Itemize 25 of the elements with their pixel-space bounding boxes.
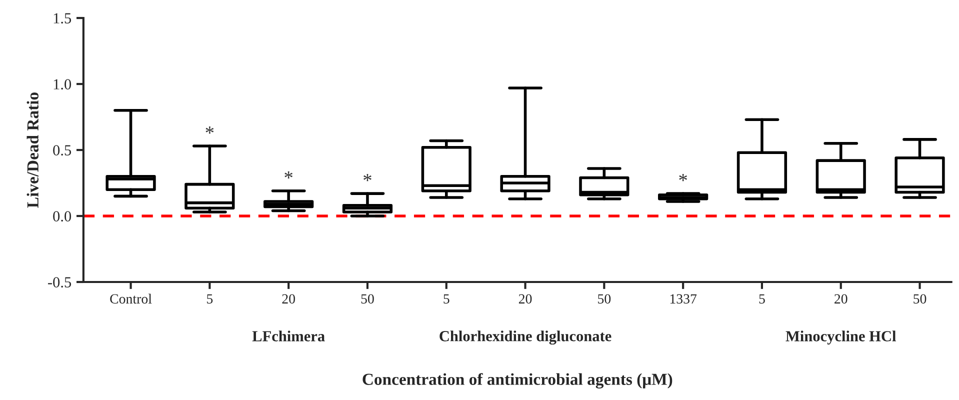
text: LFchimera <box>252 330 325 342</box>
x-tick-label: 5 <box>759 294 765 304</box>
y-tick-label: 1.0 <box>54 79 72 90</box>
text: * <box>364 174 372 182</box>
y-tick-label: -0.5 <box>48 277 72 288</box>
y-tick-label: 0.0 <box>53 211 72 222</box>
x-tick-label: 50 <box>598 294 611 304</box>
x-tick-label: 20 <box>834 294 848 304</box>
y-tick-label: 1.5 <box>54 13 72 24</box>
y-axis-title: Live/Dead Ratio <box>26 92 38 208</box>
x-tick-label: Control <box>110 294 152 304</box>
x-tick-label: 20 <box>282 294 295 304</box>
x-tick-label: 50 <box>361 294 374 304</box>
x-axis-title: Concentration of antimicrobial agents (μM) <box>362 373 672 388</box>
text: * <box>284 171 293 179</box>
text: Minocycline HCl <box>786 330 896 345</box>
x-tick-label: 1337 <box>670 294 697 304</box>
x-tick-label: 5 <box>207 294 213 304</box>
text: Chlorhexidine digluconate <box>440 330 612 345</box>
text: * <box>206 126 214 134</box>
y-tick-label: 0.5 <box>53 145 72 156</box>
text: * <box>679 174 687 182</box>
x-tick-label: 20 <box>518 294 532 304</box>
x-tick-label: 5 <box>444 294 450 304</box>
x-tick-label: 50 <box>914 294 926 304</box>
